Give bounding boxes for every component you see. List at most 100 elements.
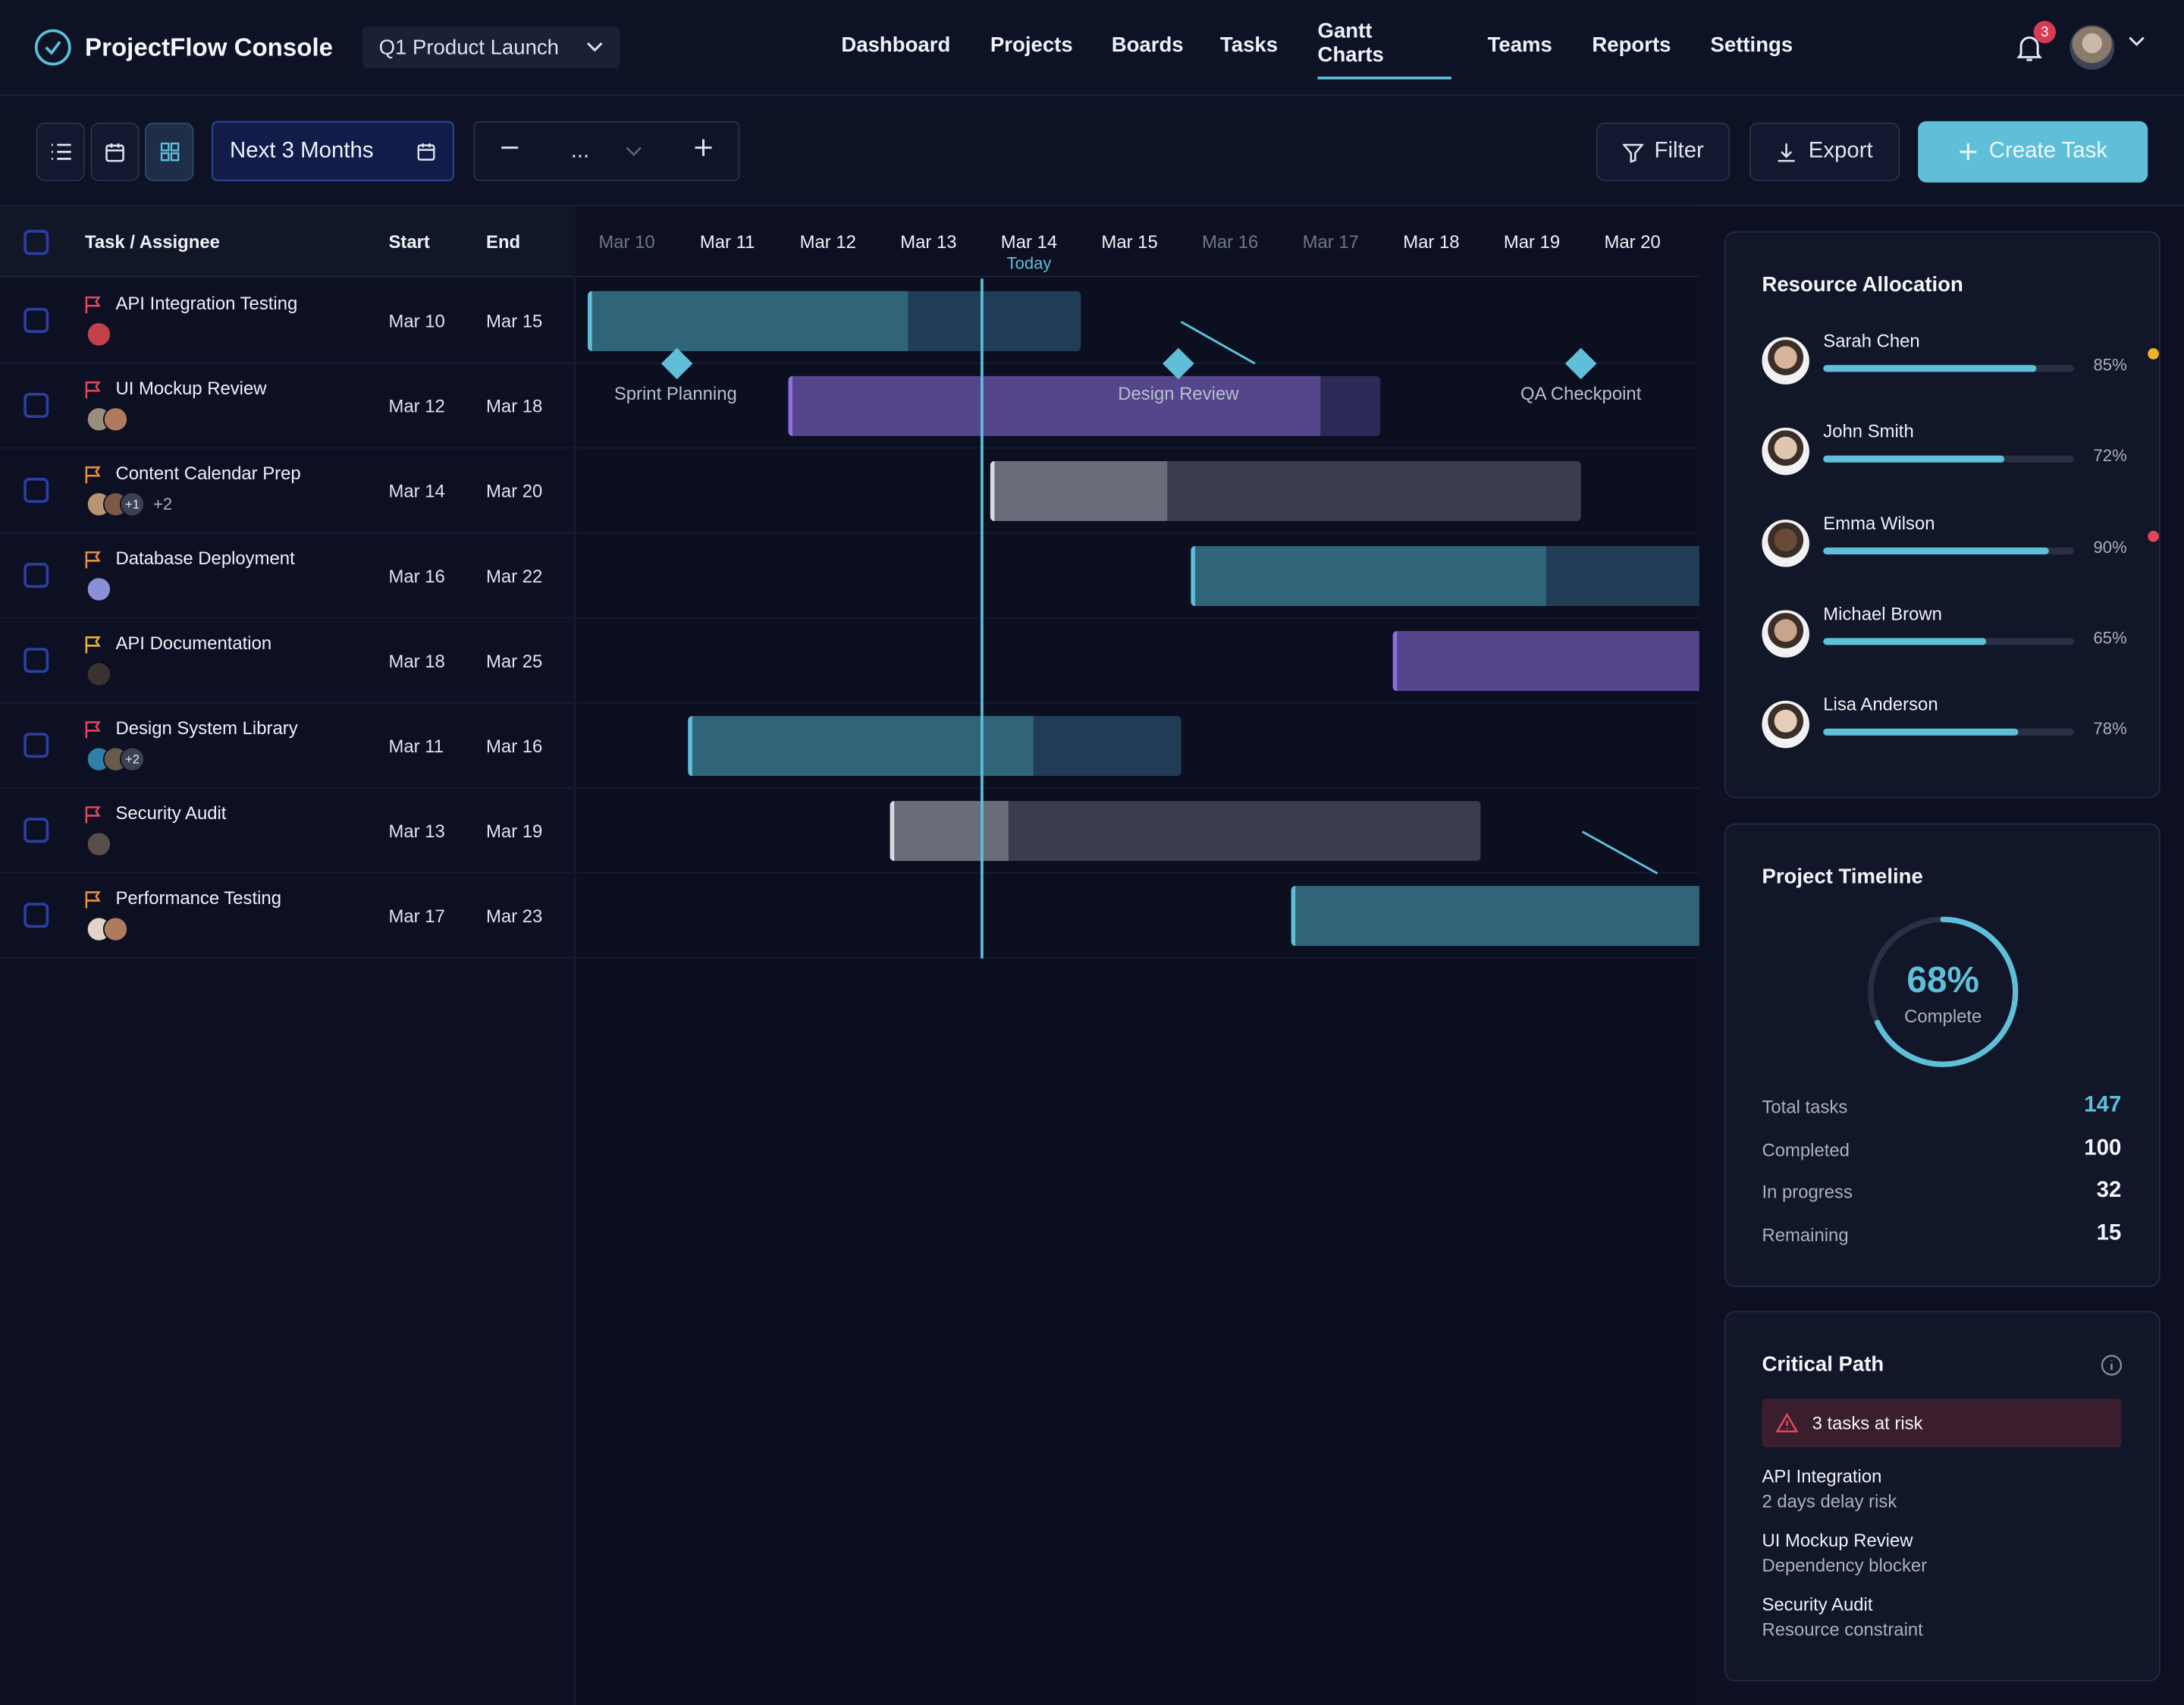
resource-allocation-panel: Resource Allocation Sarah Chen 85% John … (1724, 231, 2160, 799)
task-bar-handle[interactable] (588, 290, 592, 351)
task-bar[interactable] (588, 290, 1081, 351)
nav-dashboard[interactable]: Dashboard (841, 33, 951, 58)
nav-reports[interactable]: Reports (1592, 33, 1671, 58)
row-checkbox[interactable] (24, 392, 49, 419)
plus-icon (694, 139, 712, 156)
bell-icon[interactable] (2013, 30, 2046, 64)
info-icon[interactable] (2101, 1354, 2123, 1376)
zoom-select[interactable]: ... (571, 139, 642, 164)
table-row[interactable]: API Integration Testing Mar 10 Mar 15 (0, 278, 576, 364)
resource-avatar (1762, 519, 1809, 567)
assignee-avatar[interactable] (102, 407, 128, 432)
chevron-down-icon[interactable] (2129, 36, 2145, 48)
task-bar-handle[interactable] (1191, 545, 1196, 606)
task-name[interactable]: API Integration Testing (115, 292, 298, 314)
select-all-checkbox[interactable] (24, 230, 49, 256)
critical-path-item[interactable]: UI Mockup Review Dependency blocker (1762, 1530, 1927, 1576)
toolbar: Next 3 Months ... Filter Export Creat (0, 97, 2184, 206)
zoom-out-button[interactable] (500, 138, 520, 165)
resource-item[interactable]: John Smith 72% (1762, 414, 2127, 491)
milestone-label: Sprint Planning (613, 383, 737, 404)
task-name[interactable]: Design System Library (115, 717, 298, 739)
task-name[interactable]: Security Audit (115, 802, 227, 824)
assignee-avatar[interactable] (102, 916, 128, 942)
resource-item[interactable]: Sarah Chen 85% (1762, 323, 2159, 400)
risk-alert: 3 tasks at risk (1762, 1399, 2122, 1448)
table-row[interactable]: Database Deployment Mar 16 Mar 22 (0, 533, 576, 619)
timeline-date: Mar 11 (699, 231, 755, 253)
nav-tasks[interactable]: Tasks (1219, 33, 1279, 58)
row-checkbox[interactable] (24, 563, 49, 589)
task-start-date: Mar 14 (388, 480, 445, 502)
task-name[interactable]: Database Deployment (115, 547, 295, 569)
task-bar-handle[interactable] (990, 460, 995, 521)
column-header-task[interactable]: Task / Assignee (85, 231, 220, 253)
table-row[interactable]: UI Mockup Review Mar 12 Mar 18 (0, 363, 576, 449)
resource-item[interactable]: Emma Wilson 90% (1762, 505, 2159, 582)
task-start-date: Mar 11 (388, 735, 444, 757)
assignee-avatar[interactable] (86, 576, 111, 602)
task-name[interactable]: Performance Testing (115, 887, 282, 909)
today-label: Today (1006, 253, 1052, 273)
table-row[interactable]: API Documentation Mar 18 Mar 25 (0, 619, 576, 704)
critical-item-title: Security Audit (1762, 1594, 1873, 1615)
resource-item[interactable]: Lisa Anderson 78% (1762, 687, 2127, 764)
create-task-button[interactable]: Create Task (1918, 121, 2148, 183)
more-assignees-badge[interactable]: +1 (119, 491, 146, 517)
column-header-start[interactable]: Start (388, 231, 430, 253)
project-selector[interactable]: Q1 Product Launch (362, 26, 620, 68)
row-checkbox[interactable] (24, 648, 49, 674)
table-row[interactable]: Performance Testing Mar 17 Mar 23 (0, 874, 576, 959)
row-checkbox[interactable] (24, 477, 49, 504)
zoom-in-button[interactable] (693, 138, 713, 165)
export-button[interactable]: Export (1749, 122, 1900, 181)
task-name[interactable]: Content Calendar Prep (115, 462, 301, 484)
table-row[interactable]: Security Audit Mar 13 Mar 19 (0, 789, 576, 874)
nav-gantt-charts[interactable]: Gantt Charts (1317, 19, 1384, 68)
nav-projects[interactable]: Projects (990, 33, 1073, 58)
filter-button[interactable]: Filter (1596, 122, 1731, 181)
resource-item[interactable]: Michael Brown 65% (1762, 596, 2127, 673)
resource-name: Sarah Chen (1823, 330, 1920, 351)
task-bar-handle[interactable] (889, 801, 894, 862)
column-header-end[interactable]: End (486, 231, 521, 253)
task-bar[interactable] (889, 801, 1481, 862)
task-bar[interactable] (990, 460, 1582, 521)
task-bar[interactable] (789, 375, 1381, 436)
row-checkbox[interactable] (24, 733, 49, 758)
allocation-bar-fill (1823, 547, 2049, 554)
risk-text: 3 tasks at risk (1812, 1412, 1923, 1433)
task-bar-handle[interactable] (1392, 631, 1397, 692)
task-end-date: Mar 22 (486, 565, 543, 587)
user-avatar[interactable] (2069, 25, 2115, 70)
nav-teams[interactable]: Teams (1487, 33, 1552, 58)
task-bar-handle[interactable] (688, 716, 693, 777)
task-bar[interactable] (1291, 886, 1699, 947)
task-name[interactable]: UI Mockup Review (115, 377, 267, 399)
calendar-view-button[interactable] (90, 122, 140, 181)
more-assignees-badge[interactable]: +2 (119, 746, 146, 772)
nav-settings[interactable]: Settings (1710, 33, 1793, 58)
assignee-avatar[interactable] (86, 831, 111, 857)
task-bar[interactable] (1392, 631, 1699, 692)
task-bar[interactable] (688, 716, 1181, 777)
critical-path-item[interactable]: API Integration 2 days delay risk (1762, 1465, 1897, 1512)
task-bar[interactable] (1191, 545, 1699, 606)
gantt-view-button[interactable] (145, 122, 194, 181)
critical-path-item[interactable]: Security Audit Resource constraint (1762, 1594, 1922, 1640)
row-checkbox[interactable] (24, 818, 49, 843)
date-range-selector[interactable]: Next 3 Months (212, 121, 454, 181)
list-view-button[interactable] (36, 122, 86, 181)
task-bar-handle[interactable] (1291, 886, 1296, 947)
task-name[interactable]: API Documentation (115, 632, 272, 654)
task-bar-handle[interactable] (789, 375, 793, 436)
nav-boards[interactable]: Boards (1111, 33, 1184, 58)
row-checkbox[interactable] (24, 903, 49, 928)
row-checkbox[interactable] (24, 307, 49, 333)
dependency-line (1180, 321, 1256, 365)
table-row[interactable]: Content Calendar Prep +1 +2 Mar 14 Mar 20 (0, 448, 576, 534)
table-row[interactable]: Design System Library +2 Mar 11 Mar 16 (0, 704, 576, 789)
assignee-avatar[interactable] (86, 322, 111, 347)
assignee-avatar[interactable] (86, 661, 111, 687)
brand[interactable]: ProjectFlow Console (34, 29, 333, 66)
